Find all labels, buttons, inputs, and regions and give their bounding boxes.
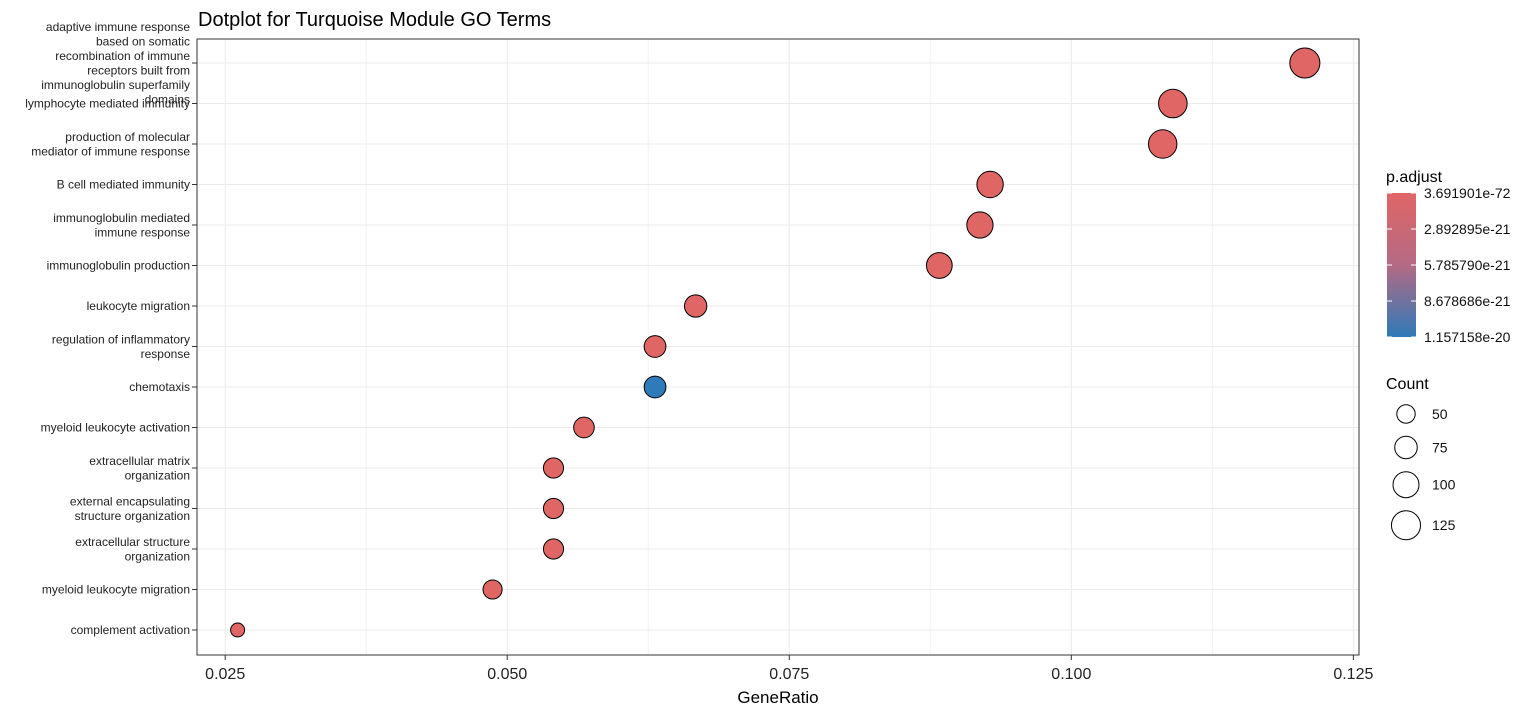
y-tick-label: extracellular matrix organization bbox=[89, 454, 190, 483]
size-legend: Count 50 75 100 125 bbox=[1386, 376, 1456, 541]
y-tick-label: leukocyte migration bbox=[87, 299, 190, 313]
size-legend-circle bbox=[1396, 404, 1416, 424]
y-tick-label: myeloid leukocyte activation bbox=[41, 421, 190, 435]
size-legend-label: 100 bbox=[1432, 477, 1456, 493]
size-legend-circle bbox=[1394, 435, 1418, 460]
data-point bbox=[542, 497, 565, 520]
size-legend-circle bbox=[1392, 471, 1420, 499]
y-tick-label: extracellular structure organization bbox=[75, 535, 190, 564]
data-point bbox=[542, 538, 565, 560]
color-legend-label: 3.691901e-72 bbox=[1424, 185, 1511, 201]
x-axis-ticks: 0.025 0.050 0.075 0.100 0.125 bbox=[205, 655, 1373, 683]
data-point bbox=[230, 622, 246, 638]
color-legend-label: 5.785790e-21 bbox=[1424, 257, 1511, 273]
size-legend-title: Count bbox=[1386, 376, 1429, 393]
size-legend-label: 50 bbox=[1432, 406, 1448, 422]
data-point bbox=[1289, 47, 1321, 79]
x-tick-label: 0.125 bbox=[1333, 666, 1373, 683]
data-point bbox=[976, 170, 1004, 199]
chart-title: Dotplot for Turquoise Module GO Terms bbox=[198, 9, 551, 31]
color-legend-ticks: 3.691901e-72 2.892895e-21 5.785790e-21 8.67… bbox=[1387, 185, 1511, 345]
y-tick-label: myeloid leukocyte migration bbox=[42, 583, 190, 597]
data-point bbox=[573, 416, 595, 439]
color-legend-label: 8.678686e-21 bbox=[1424, 293, 1511, 309]
data-point bbox=[542, 457, 565, 479]
data-point bbox=[966, 211, 994, 239]
color-legend-label: 2.892895e-21 bbox=[1424, 221, 1511, 237]
y-tick-label: lymphocyte mediated immunity bbox=[25, 97, 190, 111]
size-legend-label: 75 bbox=[1432, 439, 1448, 455]
data-point bbox=[683, 294, 708, 318]
y-tick-label: production of molecular mediator of immun… bbox=[31, 130, 190, 159]
data-point bbox=[643, 375, 667, 399]
data-point bbox=[1147, 129, 1178, 159]
y-tick-label: regulation of inflammatory response bbox=[52, 332, 190, 361]
x-axis-title: GeneRatio bbox=[737, 688, 818, 707]
y-tick-label: external encapsulating structure organiza… bbox=[70, 494, 190, 523]
y-tick-label: B cell mediated immunity bbox=[57, 178, 190, 192]
y-tick-label: chemotaxis bbox=[129, 380, 190, 394]
size-legend-circle bbox=[1390, 510, 1422, 541]
x-tick-label: 0.050 bbox=[487, 666, 527, 683]
data-points bbox=[230, 47, 1321, 638]
data-point bbox=[643, 335, 667, 358]
data-point bbox=[925, 252, 953, 279]
x-tick-label: 0.100 bbox=[1051, 666, 1091, 683]
data-point bbox=[1158, 88, 1188, 119]
color-legend-label: 1.157158e-20 bbox=[1424, 329, 1511, 345]
color-legend: p.adjust 3.691901e-72 2.892895e-21 5.78579… bbox=[1386, 169, 1511, 345]
size-legend-items: 50 75 100 125 bbox=[1390, 404, 1456, 541]
data-point bbox=[482, 579, 503, 600]
x-tick-label: 0.025 bbox=[205, 666, 245, 683]
y-tick-label: complement activation bbox=[71, 623, 190, 637]
y-tick-label: adaptive immune response based on somatic… bbox=[41, 20, 190, 107]
y-axis-ticks: adaptive immune response based on somatic… bbox=[25, 20, 197, 637]
y-tick-label: immunoglobulin mediated immune response bbox=[53, 211, 190, 240]
x-tick-label: 0.075 bbox=[769, 666, 809, 683]
y-tick-label: immunoglobulin production bbox=[47, 259, 190, 273]
color-legend-title: p.adjust bbox=[1386, 169, 1443, 186]
size-legend-label: 125 bbox=[1432, 517, 1456, 533]
